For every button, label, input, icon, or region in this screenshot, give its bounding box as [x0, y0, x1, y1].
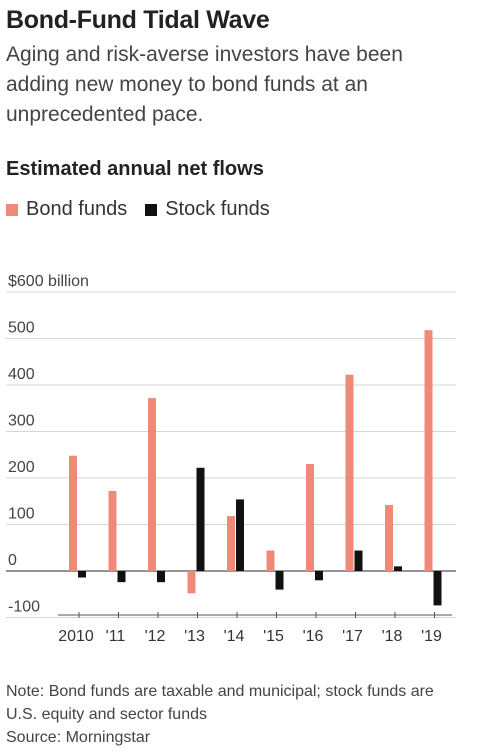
y-tick-label: 500: [8, 320, 35, 337]
chart-subtitle: Aging and risk-averse investors have bee…: [6, 43, 403, 126]
legend-swatch-stock: [145, 203, 158, 216]
chart-legend: Bond funds Stock funds: [6, 198, 288, 221]
bar-stock-funds: [157, 571, 165, 583]
bar-stock-funds: [433, 571, 442, 606]
bar-chart: $600 billion 500 400 300 200 100 0 -100 2010 '11 '…: [6, 273, 456, 645]
bar-bond-funds: [345, 374, 354, 571]
bar-stock-funds: [315, 571, 323, 581]
y-tick-label: 300: [8, 413, 35, 430]
bar-stock-funds: [236, 499, 244, 571]
bar-stock-funds: [394, 566, 402, 571]
x-tick-label: '12: [145, 628, 166, 645]
x-tick-label: '19: [421, 628, 442, 645]
x-tick-label: '17: [342, 628, 363, 645]
bar-stock-funds: [275, 571, 284, 590]
legend-label-stock: Stock funds: [165, 198, 270, 220]
y-tick-label: 100: [8, 506, 35, 523]
source-text: Source: Morningstar: [6, 729, 151, 746]
y-tick-label: -100: [8, 599, 40, 616]
bar-bond-funds: [187, 571, 196, 594]
legend-item-stock: Stock funds: [145, 198, 270, 221]
chart-title: Bond-Fund Tidal Wave: [6, 6, 270, 34]
legend-item-bond: Bond funds: [6, 198, 127, 221]
bar-stock-funds: [117, 571, 126, 583]
bar-bond-funds: [385, 504, 393, 571]
chart-notes: Note: Bond funds are taxable and municip…: [6, 680, 456, 749]
legend-swatch-bond: [6, 203, 18, 216]
x-tick-label: '18: [382, 628, 403, 645]
bar-stock-funds: [78, 571, 86, 578]
bar-bond-funds: [424, 330, 433, 571]
bar-bond-funds: [227, 516, 235, 571]
bar-bond-funds: [69, 455, 77, 571]
x-tick-label: '13: [184, 628, 205, 645]
x-tick-label: '16: [303, 628, 324, 645]
y-tick-label: 200: [8, 459, 35, 476]
note-text: Note: Bond funds are taxable and municip…: [6, 683, 434, 723]
bar-stock-funds: [196, 467, 205, 571]
bar-bond-funds: [108, 491, 117, 571]
x-tick-label: 2010: [58, 628, 94, 645]
section-title: Estimated annual net flows: [6, 158, 264, 180]
bar-bond-funds: [148, 398, 156, 571]
bar-bond-funds: [266, 550, 275, 571]
y-tick-label: 0: [8, 552, 17, 569]
x-tick-label: '11: [106, 628, 126, 645]
y-tick-label: 400: [8, 366, 35, 383]
bar-bond-funds: [306, 464, 314, 571]
legend-label-bond: Bond funds: [26, 198, 128, 220]
x-tick-label: '15: [263, 628, 284, 645]
y-tick-label: $600 billion: [8, 273, 89, 290]
x-tick-label: '14: [224, 628, 245, 645]
bar-stock-funds: [354, 550, 363, 571]
